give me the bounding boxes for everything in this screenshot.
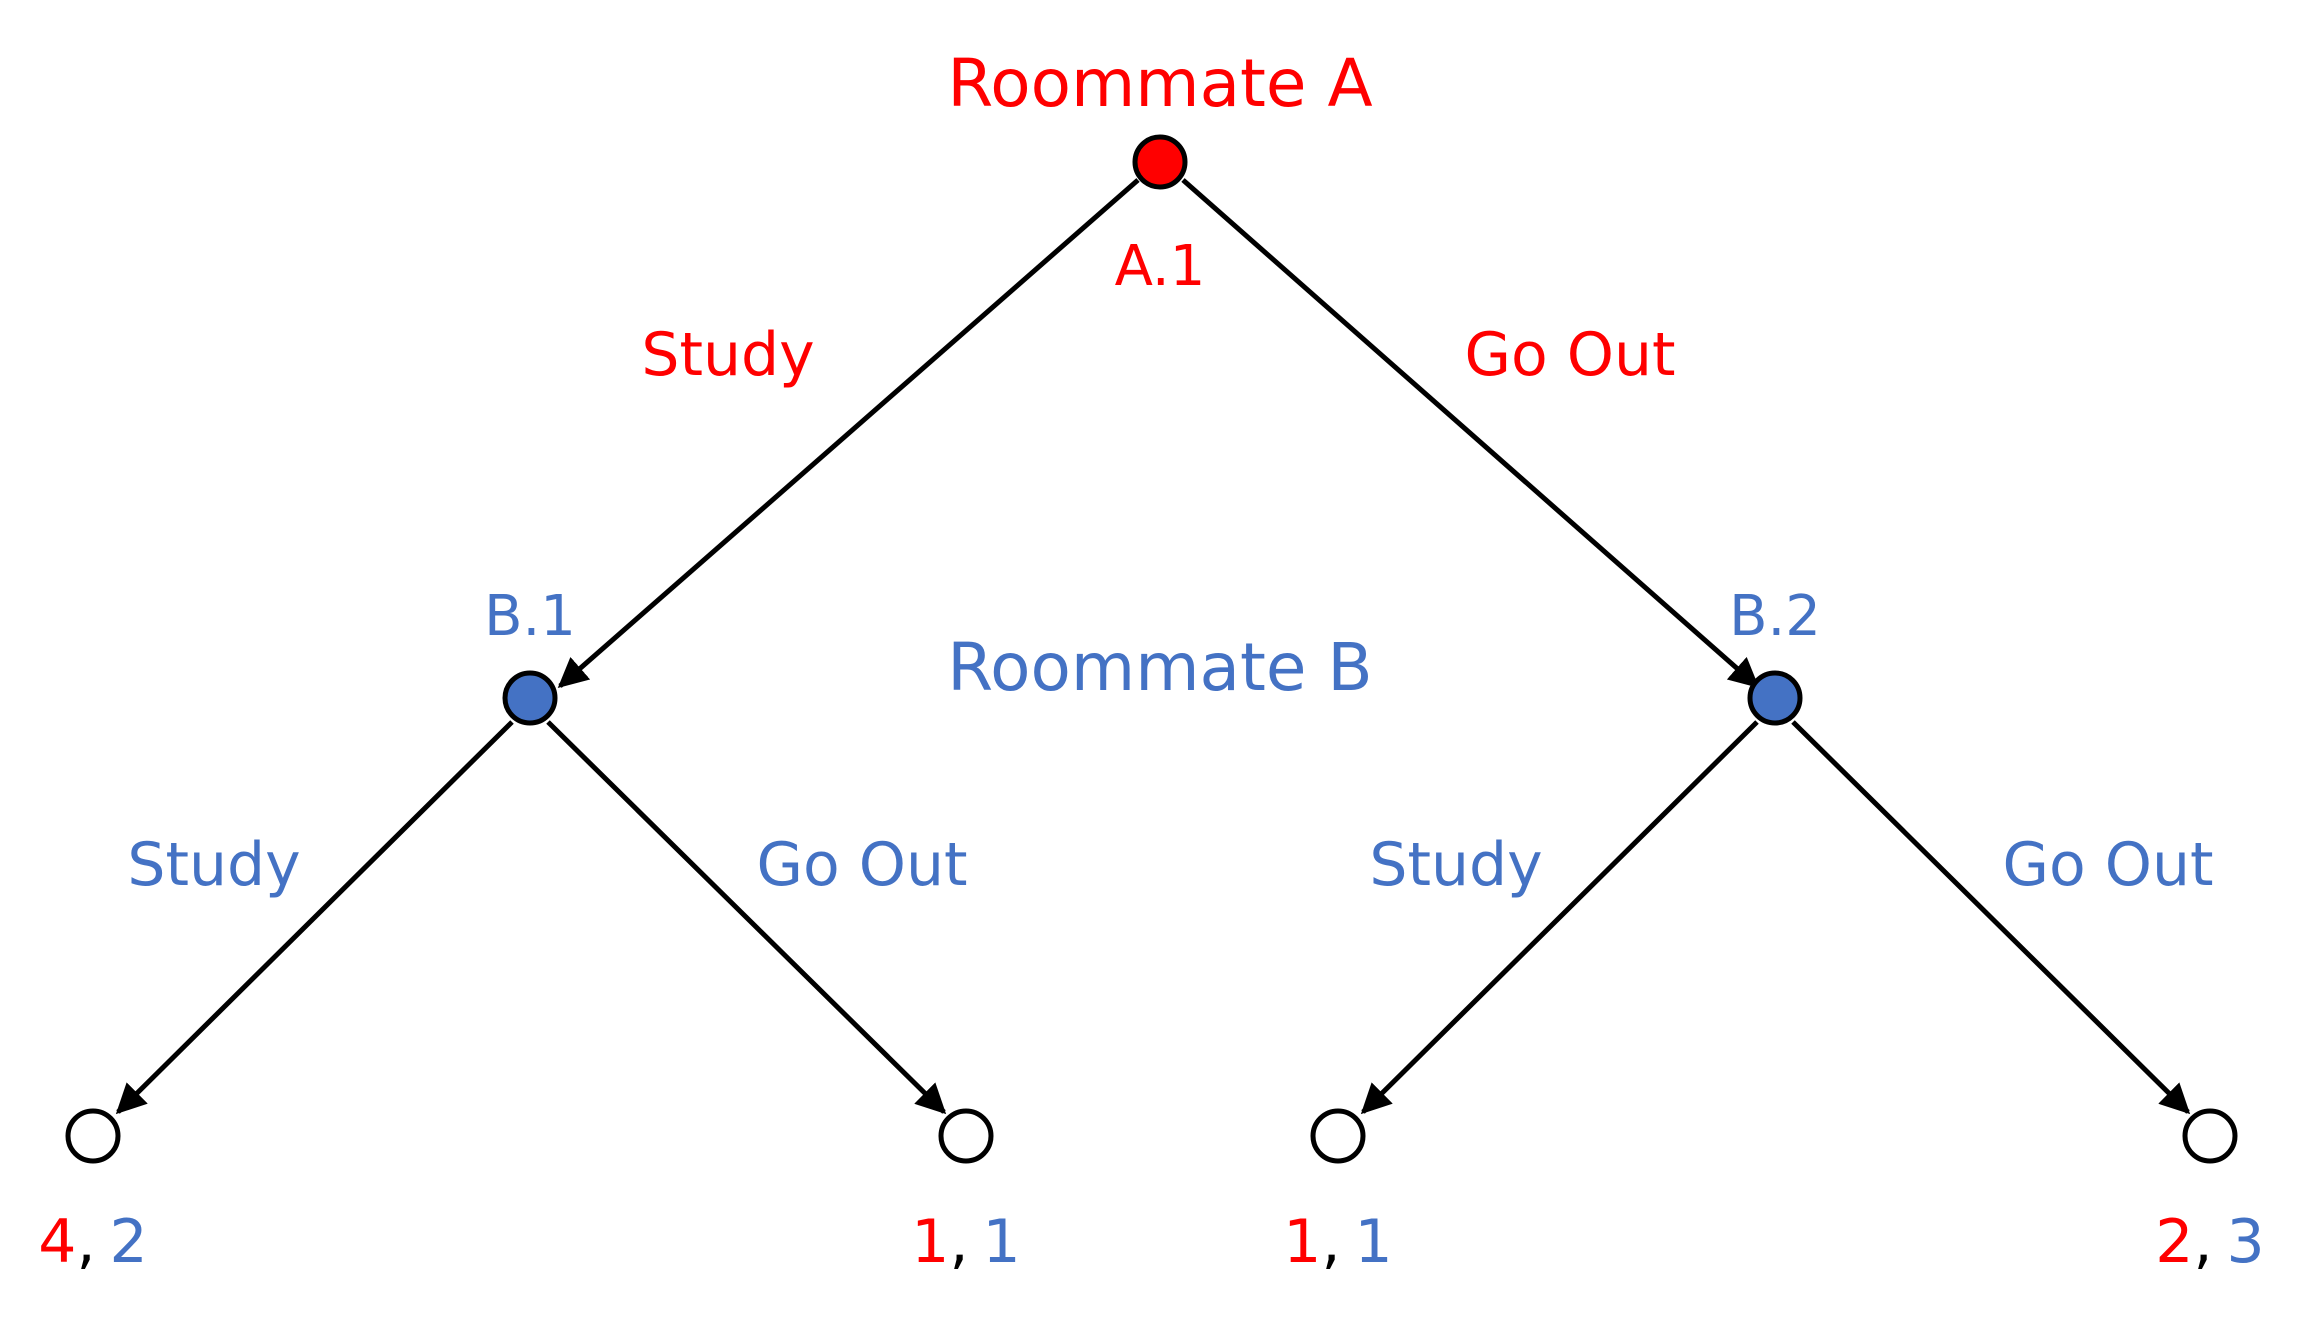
payoff-4-sep: , bbox=[2193, 1207, 2212, 1277]
payoff-3-b: 1 bbox=[1355, 1207, 1393, 1277]
payoff-1-a: 4 bbox=[38, 1207, 76, 1277]
node-b1 bbox=[502, 670, 558, 726]
terminal-node-2 bbox=[938, 1108, 994, 1164]
payoff-2-a: 1 bbox=[911, 1207, 949, 1277]
payoff-1-sep: , bbox=[76, 1207, 95, 1277]
node-b2 bbox=[1747, 670, 1803, 726]
payoff-2: 1, 1 bbox=[911, 1207, 1020, 1277]
payoff-4-b: 3 bbox=[2227, 1207, 2265, 1277]
terminal-node-4 bbox=[2182, 1108, 2238, 1164]
edge-a-study bbox=[557, 178, 1140, 688]
payoff-1-b: 2 bbox=[110, 1207, 148, 1277]
action-a-go-out: Go Out bbox=[1464, 320, 1675, 390]
action-b1-study: Study bbox=[127, 830, 300, 900]
payoff-3-sep: , bbox=[1321, 1207, 1340, 1277]
payoff-4: 2, 3 bbox=[2155, 1207, 2264, 1277]
payoff-4-a: 2 bbox=[2155, 1207, 2193, 1277]
terminal-node-3 bbox=[1310, 1108, 1366, 1164]
edge-b1-study bbox=[115, 720, 514, 1115]
edge-b1-go-out bbox=[546, 720, 947, 1115]
edge-a-go-out bbox=[1181, 178, 1760, 688]
payoff-3-a: 1 bbox=[1283, 1207, 1321, 1277]
player-a-label: Roommate A bbox=[947, 45, 1372, 122]
node-a1-label: A.1 bbox=[1115, 234, 1206, 299]
node-b1-label: B.1 bbox=[484, 584, 576, 649]
payoff-2-sep: , bbox=[949, 1207, 968, 1277]
payoff-2-b: 1 bbox=[983, 1207, 1021, 1277]
action-b2-study: Study bbox=[1369, 830, 1542, 900]
action-a-study: Study bbox=[641, 320, 814, 390]
action-b2-go-out: Go Out bbox=[2002, 830, 2213, 900]
action-b1-go-out: Go Out bbox=[756, 830, 967, 900]
edge-b2-study bbox=[1360, 720, 1759, 1115]
terminal-node-1 bbox=[65, 1108, 121, 1164]
node-b2-label: B.2 bbox=[1729, 584, 1821, 649]
node-a1 bbox=[1132, 134, 1188, 190]
edge-b2-go-out bbox=[1791, 720, 2191, 1115]
payoff-1: 4, 2 bbox=[38, 1207, 147, 1277]
player-b-label: Roommate B bbox=[947, 629, 1372, 706]
payoff-3: 1, 1 bbox=[1283, 1207, 1392, 1277]
